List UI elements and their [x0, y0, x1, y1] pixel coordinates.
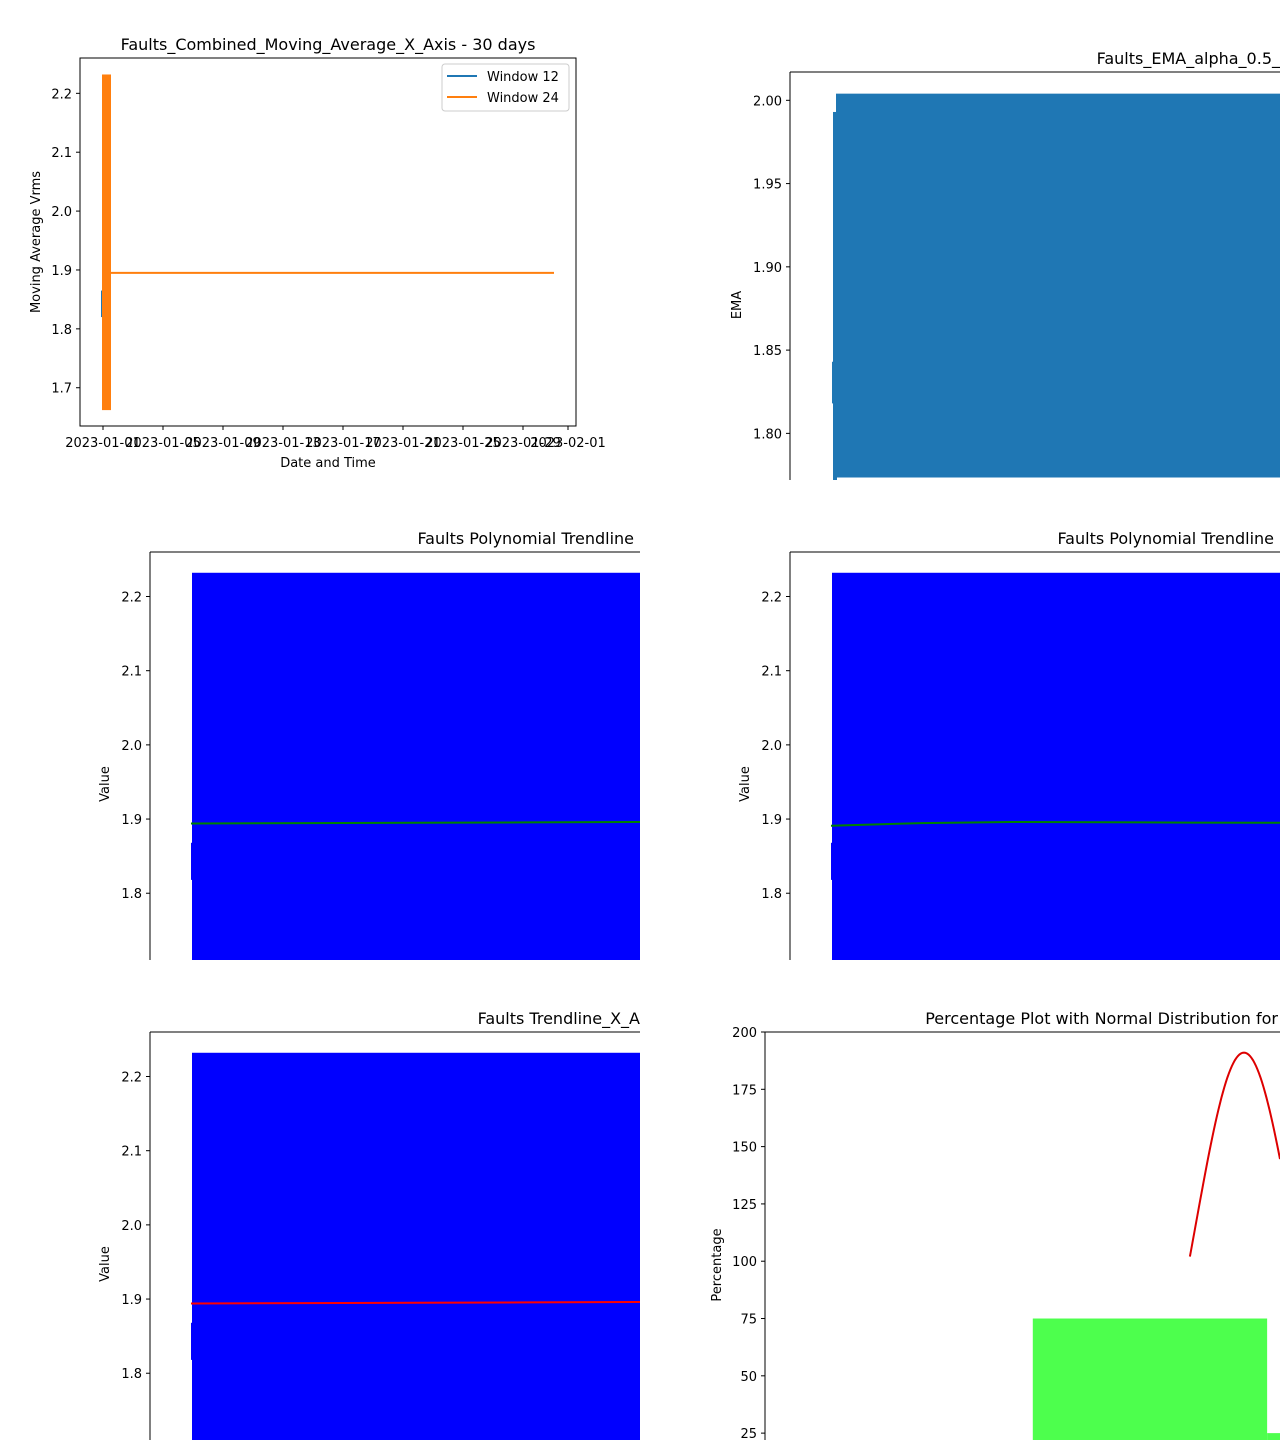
pct-y-tick-label: 200: [732, 1026, 757, 1041]
polynomial-trendline-chart-right: Faults Polynomial Trendline 1.8 1.9 2.0 2.1…: [738, 529, 1280, 960]
ma-legend: Window 12 Window 24: [441, 63, 570, 112]
ma-y-tick-label: 1.8: [51, 323, 72, 338]
ma-x-tick-label: 2023-01-01: [65, 436, 141, 451]
poly2-title: Faults Polynomial Trendline: [1057, 529, 1274, 548]
pct-normal-distribution-curve: [1188, 1051, 1280, 1257]
ma-x-tick-label: 2023-01-29: [485, 436, 561, 451]
poly1-y-tick-label: 2.2: [121, 591, 142, 606]
ema-y-tick-label: 2.00: [753, 94, 782, 109]
poly1-data-band: [192, 572, 640, 960]
trend-title: Faults Trendline_X_A: [478, 1009, 640, 1029]
ema-y-tick-label: 1.85: [753, 344, 782, 359]
ma-x-axis-label: Date and Time: [280, 456, 376, 471]
pct-y-tick-label: 175: [732, 1083, 757, 1098]
ma-y-tick-label: 2.1: [51, 146, 72, 161]
ema-rise-band: [833, 111, 837, 480]
pct-y-axis-label: Percentage: [710, 1228, 725, 1301]
percentage-plot-chart: Percentage Plot with Normal Distribution…: [710, 1009, 1280, 1440]
ma-x-tick-label: 2023-01-05: [125, 436, 201, 451]
poly2-y-axis-label: Value: [738, 766, 753, 802]
ma-y-axis-label: Moving Average Vrms: [29, 171, 44, 313]
pct-y-tick-label: 125: [732, 1198, 757, 1213]
pct-y-tick-label: 75: [740, 1313, 757, 1328]
pct-title: Percentage Plot with Normal Distribution…: [925, 1009, 1278, 1028]
polynomial-trendline-chart-left: Faults Polynomial Trendline 1.8 1.9 2.0 2.1…: [98, 529, 641, 960]
poly1-trendline: [190, 821, 641, 825]
ma-x-tick-label: 2023-01-25: [425, 436, 501, 451]
ma-axes-frame: [79, 57, 577, 427]
ema-y-axis-label: EMA: [730, 291, 745, 319]
pct-histogram-bar: [1267, 1433, 1280, 1440]
ma-x-tick-label: 2023-01-17: [305, 436, 381, 451]
trend-y-axis-label: Value: [98, 1246, 113, 1282]
pct-y-tick-label: 25: [740, 1427, 757, 1440]
ma-y-tick-label: 1.9: [51, 264, 72, 279]
pct-y-tick-label: 100: [732, 1255, 757, 1270]
trend-y-tick-label: 1.8: [121, 1367, 142, 1382]
poly2-y-tick-label: 2.1: [761, 665, 782, 680]
ma-x-tick-label: 2023-01-13: [245, 436, 321, 451]
poly1-y-tick-label: 1.8: [121, 887, 142, 902]
poly1-y-tick-label: 2.0: [121, 739, 142, 754]
pct-y-tick-label: 50: [740, 1370, 757, 1385]
ma-x-tick-label: 2023-02-01: [530, 436, 606, 451]
ema-title: Faults_EMA_alpha_0.5_: [1097, 49, 1280, 69]
ma-title: Faults_Combined_Moving_Average_X_Axis - …: [121, 35, 536, 55]
ma-x-tick-label: 2023-01-09: [185, 436, 261, 451]
poly1-y-axis-label: Value: [98, 766, 113, 802]
trend-y-tick-label: 2.0: [121, 1219, 142, 1234]
moving-average-chart: Faults_Combined_Moving_Average_X_Axis - …: [29, 35, 606, 471]
trend-y-tick-label: 2.1: [121, 1145, 142, 1160]
trend-trendline: [190, 1301, 641, 1305]
poly1-y-tick-label: 1.9: [121, 813, 142, 828]
ema-y-tick-label: 1.90: [753, 261, 782, 276]
ema-y-tick-label: 1.80: [753, 427, 782, 442]
ma-legend-window-24: Window 24: [487, 91, 559, 106]
poly2-y-tick-label: 2.2: [761, 591, 782, 606]
trend-data-band: [192, 1052, 640, 1440]
trendline-x-axis-chart: Faults Trendline_X_A 1.8 1.9 2.0 2.1 2.2 Val…: [98, 1009, 640, 1440]
poly2-y-tick-label: 2.0: [761, 739, 782, 754]
ma-y-tick-label: 2.0: [51, 205, 72, 220]
poly1-y-tick-label: 2.1: [121, 665, 142, 680]
trend-y-tick-label: 1.9: [121, 1293, 142, 1308]
pct-y-tick-label: 150: [732, 1141, 757, 1156]
poly2-y-tick-label: 1.8: [761, 887, 782, 902]
ma-window-24-band: [102, 74, 111, 411]
ma-x-tick-label: 2023-01-21: [365, 436, 441, 451]
poly1-title: Faults Polynomial Trendline: [417, 529, 634, 548]
poly2-trendline: [830, 820, 1280, 827]
ma-y-tick-label: 2.2: [51, 87, 72, 102]
ema-y-tick-label: 1.95: [753, 178, 782, 193]
poly2-data-band: [832, 572, 1280, 960]
ma-y-tick-label: 1.7: [51, 382, 72, 397]
trend-y-tick-label: 2.2: [121, 1071, 142, 1086]
ema-chart: Faults_EMA_alpha_0.5_ 1.80 1.85 1.90 1.95 2.…: [730, 49, 1280, 480]
poly2-y-tick-label: 1.9: [761, 813, 782, 828]
ma-legend-window-12: Window 12: [487, 70, 559, 85]
ema-oscillation-band: [836, 93, 1280, 478]
pct-histogram-bar: [1032, 1318, 1268, 1440]
